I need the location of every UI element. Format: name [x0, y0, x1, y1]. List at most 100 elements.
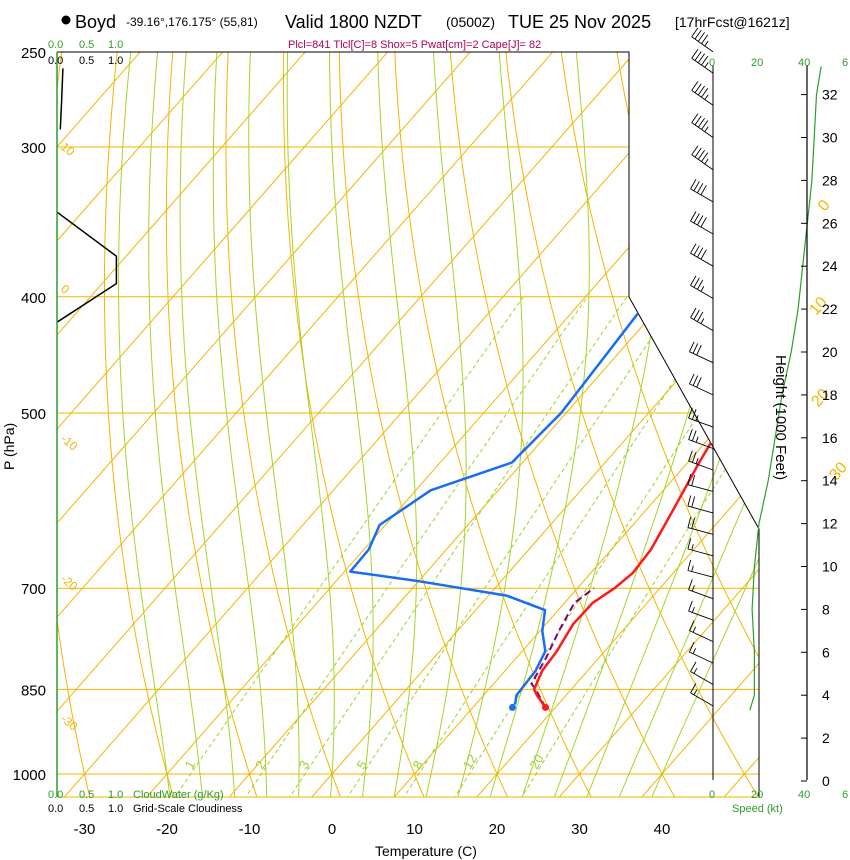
wind-barb: [688, 641, 714, 664]
isotherm-line: [226, 52, 759, 797]
wind-barb: [690, 179, 714, 203]
valid-time: Valid 1800 NZDT: [285, 12, 422, 32]
isotherm-line: [556, 52, 759, 797]
height-tick-label: 2: [822, 730, 830, 746]
wind-barb: [691, 81, 714, 106]
moist-adiabat-line: [376, 52, 418, 797]
dry-adiabat-line: [503, 52, 759, 797]
moist-adiabat-line: [520, 52, 668, 797]
temperature-tick-label: -10: [239, 821, 261, 838]
pressure-tick-label: 850: [21, 682, 46, 699]
isotherm-line: [57, 52, 242, 797]
mixing-ratio-line: [402, 296, 731, 797]
dry-adiabat-line: [283, 52, 426, 797]
pressure-tick-label: 300: [21, 140, 46, 157]
mixing-ratio-line: [172, 296, 524, 797]
mixing-ratio-label: 5: [353, 758, 370, 772]
wind-barbs: [687, 27, 714, 707]
height-tick-label: 14: [822, 473, 838, 489]
wind-barb: [688, 407, 714, 428]
cloud-scale-bottom: 0.0 0.5 1.0 CloudWater (g/Kg) 0.0 0.5 1.…: [48, 789, 243, 815]
moist-adiabat-line: [248, 52, 300, 797]
cloudiness-top-1: 0.5: [79, 55, 94, 67]
moist-adiabat-line: [650, 52, 759, 797]
surface-temperature-marker: [541, 703, 549, 711]
height-axis-label: Height (1000 Feet): [772, 355, 789, 480]
cloudwater-bottom-1: 0.5: [79, 789, 94, 801]
dry-adiabat-line: [393, 52, 593, 797]
dry-adiabat-line: [0, 31, 10, 800]
wind-barb: [688, 373, 714, 396]
wind-barb: [688, 450, 714, 471]
dry-adiabat-line: [448, 52, 677, 797]
pressure-tick-label: 250: [21, 45, 46, 62]
isotherm-line: [61, 52, 737, 797]
dewpoint-line: [349, 65, 736, 705]
cloudwater-top-1: 0.5: [79, 39, 94, 51]
mixing-ratio-label: 1: [182, 758, 199, 772]
cloud-scale-top: 0.0 0.5 1.0 0.0 0.5 1.0: [48, 39, 123, 67]
temperature-tick-label: 10: [406, 821, 423, 838]
mixing-ratio-label: 2: [252, 758, 269, 772]
pressure-tick-label: 400: [21, 290, 46, 307]
speed-bottom-60: 6: [842, 789, 848, 801]
temperature-tick-label: 0: [328, 821, 336, 838]
isotherm-line: [57, 52, 490, 797]
speed-top-20: 20: [751, 57, 763, 69]
mixing-ratio-line: [287, 296, 628, 797]
isotherm-line: [57, 52, 572, 797]
temperature-line: [532, 65, 759, 709]
moist-adiabat-line: [329, 52, 374, 797]
cloudiness-bottom-1: 0.5: [79, 803, 94, 815]
wind-barb: [691, 27, 714, 53]
dry-adiabat-label: 0: [58, 282, 72, 297]
cloudiness-top-2: 1.0: [108, 55, 123, 67]
dry-adiabat-line: [57, 52, 91, 797]
dry-adiabat-label: -30: [58, 712, 81, 734]
moist-adiabat-line: [488, 52, 590, 797]
pressure-axis: 250 300 400 500 700 850 1000: [13, 45, 46, 784]
moist-adiabat-line: [425, 52, 467, 797]
moist-adiabat-line: [617, 52, 759, 797]
cloudwater-bottom-2: 1.0: [108, 789, 123, 801]
isotherm-line: [639, 52, 759, 797]
wind-barb: [687, 538, 714, 557]
mixing-ratio-label: 8: [409, 758, 426, 772]
stability-indices: Plcl=841 Tlcl[C]=8 Shox=5 Pwat[cm]=2 Cap…: [288, 39, 541, 51]
dry-adiabat-line: [612, 52, 759, 797]
isotherm-line: [805, 31, 850, 800]
temperature-axis: -30 -20 -10 0 10 20 30 40: [74, 821, 671, 838]
dry-adiabat-line: [165, 52, 259, 797]
forecast-info: [17hrFcst@1621z]: [675, 14, 790, 30]
moist-adiabat-line: [179, 52, 236, 797]
dry-adiabat-label: -20: [58, 572, 81, 594]
height-tick-label: 30: [822, 130, 838, 146]
wind-barb: [687, 495, 714, 514]
mixing-ratio-line: [452, 296, 759, 797]
mixing-ratio-label: 12: [460, 752, 480, 772]
temperature-axis-label: Temperature (C): [375, 843, 477, 859]
cloudwater-legend: CloudWater (g/Kg): [133, 789, 224, 801]
isobar-lines: [57, 52, 759, 775]
height-tick-label: 10: [822, 559, 838, 575]
dry-adiabat-label: -10: [58, 432, 81, 454]
station-name: Boyd: [75, 12, 116, 32]
speed-top-40: 40: [798, 57, 810, 69]
wind-barb: [688, 429, 714, 449]
height-tick-label: 28: [822, 172, 838, 188]
speed-bottom-20: 20: [751, 789, 763, 801]
pressure-tick-label: 700: [21, 581, 46, 598]
moist-adiabat-line: [585, 52, 759, 797]
moist-adiabat-line: [286, 52, 335, 797]
dry-adiabat-line: [338, 52, 510, 797]
wind-barb: [691, 113, 714, 138]
mixing-ratio-line: [243, 296, 588, 797]
isotherm-line: [57, 52, 655, 797]
wind-barb: [690, 683, 714, 707]
temperature-tick-label: 20: [489, 821, 506, 838]
cloud-fraction-line-mid: [57, 211, 118, 323]
isotherm-label: 0: [815, 197, 834, 215]
wind-barb: [688, 579, 714, 600]
